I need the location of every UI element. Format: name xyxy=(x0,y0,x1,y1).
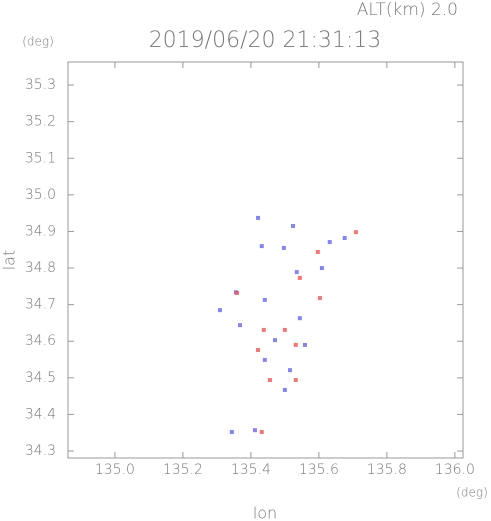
y-axis-label: lat xyxy=(0,250,19,271)
echo-point xyxy=(217,308,222,313)
y-tick-label: 35.2 xyxy=(25,114,56,130)
x-tick-label: 135.4 xyxy=(231,462,271,478)
y-tick-label: 34.9 xyxy=(25,223,56,239)
echo-point xyxy=(256,215,261,220)
echo-point xyxy=(259,430,264,435)
echo-point xyxy=(229,430,234,435)
echo-point xyxy=(259,244,264,249)
echo-point xyxy=(281,245,286,250)
x-tick-label: 136.0 xyxy=(435,462,475,478)
x-unit: (deg) xyxy=(456,486,488,500)
echo-point xyxy=(293,378,298,383)
y-tick-label: 34.7 xyxy=(25,297,56,313)
plot-frame xyxy=(67,61,464,459)
echo-point xyxy=(317,296,322,301)
y-tick-label: 34.5 xyxy=(25,370,56,386)
x-tick-label: 135.2 xyxy=(163,462,203,478)
x-axis-label: lon xyxy=(253,504,277,521)
y-unit: (deg) xyxy=(22,35,54,49)
chart-title: ALT(km) 2.0 xyxy=(357,0,458,20)
y-tick-label: 34.3 xyxy=(25,443,56,459)
echo-point xyxy=(256,348,261,353)
echo-point xyxy=(315,249,320,254)
echo-point xyxy=(287,368,292,373)
y-tick-label: 34.6 xyxy=(25,333,56,349)
echo-point xyxy=(342,236,347,241)
x-tick-label: 135.0 xyxy=(95,462,135,478)
y-tick-label: 34.8 xyxy=(25,260,56,276)
echo-point xyxy=(302,342,307,347)
echo-point xyxy=(262,357,267,362)
x-tick-label: 135.8 xyxy=(367,462,407,478)
echo-point xyxy=(267,378,272,383)
echo-point xyxy=(273,338,278,343)
echo-point xyxy=(261,327,266,332)
y-tick-label: 35.3 xyxy=(25,77,56,93)
echo-point xyxy=(234,290,239,295)
x-tick-label: 135.6 xyxy=(299,462,339,478)
echo-point xyxy=(319,266,324,271)
chart-subtitle: 2019/06/20 21:31:13 xyxy=(149,28,382,53)
echo-point xyxy=(327,240,332,245)
echo-point xyxy=(294,270,299,275)
echo-point xyxy=(262,297,267,302)
y-tick-label: 35.0 xyxy=(25,187,56,203)
echo-point xyxy=(297,275,302,280)
echo-point xyxy=(293,342,298,347)
echo-point xyxy=(252,428,257,433)
echo-point xyxy=(282,387,287,392)
echo-point xyxy=(282,327,287,332)
echo-point xyxy=(353,230,358,235)
y-tick-label: 34.4 xyxy=(25,406,56,422)
echo-point xyxy=(291,223,296,228)
y-tick-label: 35.1 xyxy=(25,150,56,166)
echo-point xyxy=(238,323,243,328)
echo-point xyxy=(297,316,302,321)
